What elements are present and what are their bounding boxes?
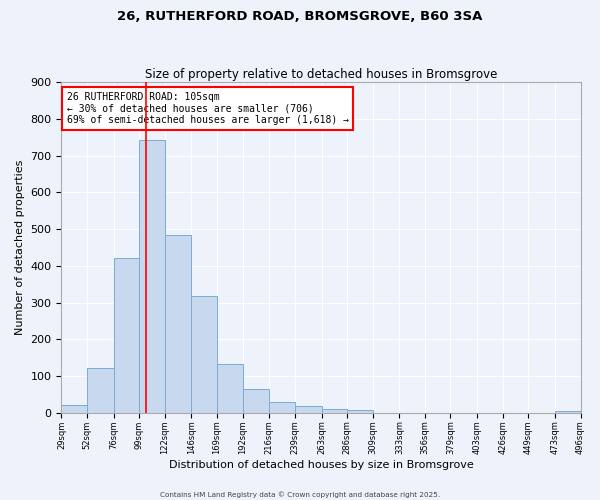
Bar	[139, 140, 165, 413]
X-axis label: Distribution of detached houses by size in Bromsgrove: Distribution of detached houses by size …	[169, 460, 473, 470]
Bar	[217, 364, 242, 413]
Bar	[191, 296, 217, 413]
Bar	[113, 258, 139, 413]
Bar	[347, 410, 373, 413]
Bar	[61, 406, 87, 413]
Bar	[295, 406, 322, 413]
Bar	[322, 409, 347, 413]
Text: 26, RUTHERFORD ROAD, BROMSGROVE, B60 3SA: 26, RUTHERFORD ROAD, BROMSGROVE, B60 3SA	[118, 10, 482, 23]
Bar	[87, 368, 113, 413]
Bar	[165, 234, 191, 413]
Bar	[242, 389, 269, 413]
Text: 26 RUTHERFORD ROAD: 105sqm
← 30% of detached houses are smaller (706)
69% of sem: 26 RUTHERFORD ROAD: 105sqm ← 30% of deta…	[67, 92, 349, 126]
Bar	[555, 411, 581, 413]
Bar	[269, 402, 295, 413]
Text: Contains HM Land Registry data © Crown copyright and database right 2025.: Contains HM Land Registry data © Crown c…	[160, 492, 440, 498]
Title: Size of property relative to detached houses in Bromsgrove: Size of property relative to detached ho…	[145, 68, 497, 81]
Y-axis label: Number of detached properties: Number of detached properties	[15, 160, 25, 335]
